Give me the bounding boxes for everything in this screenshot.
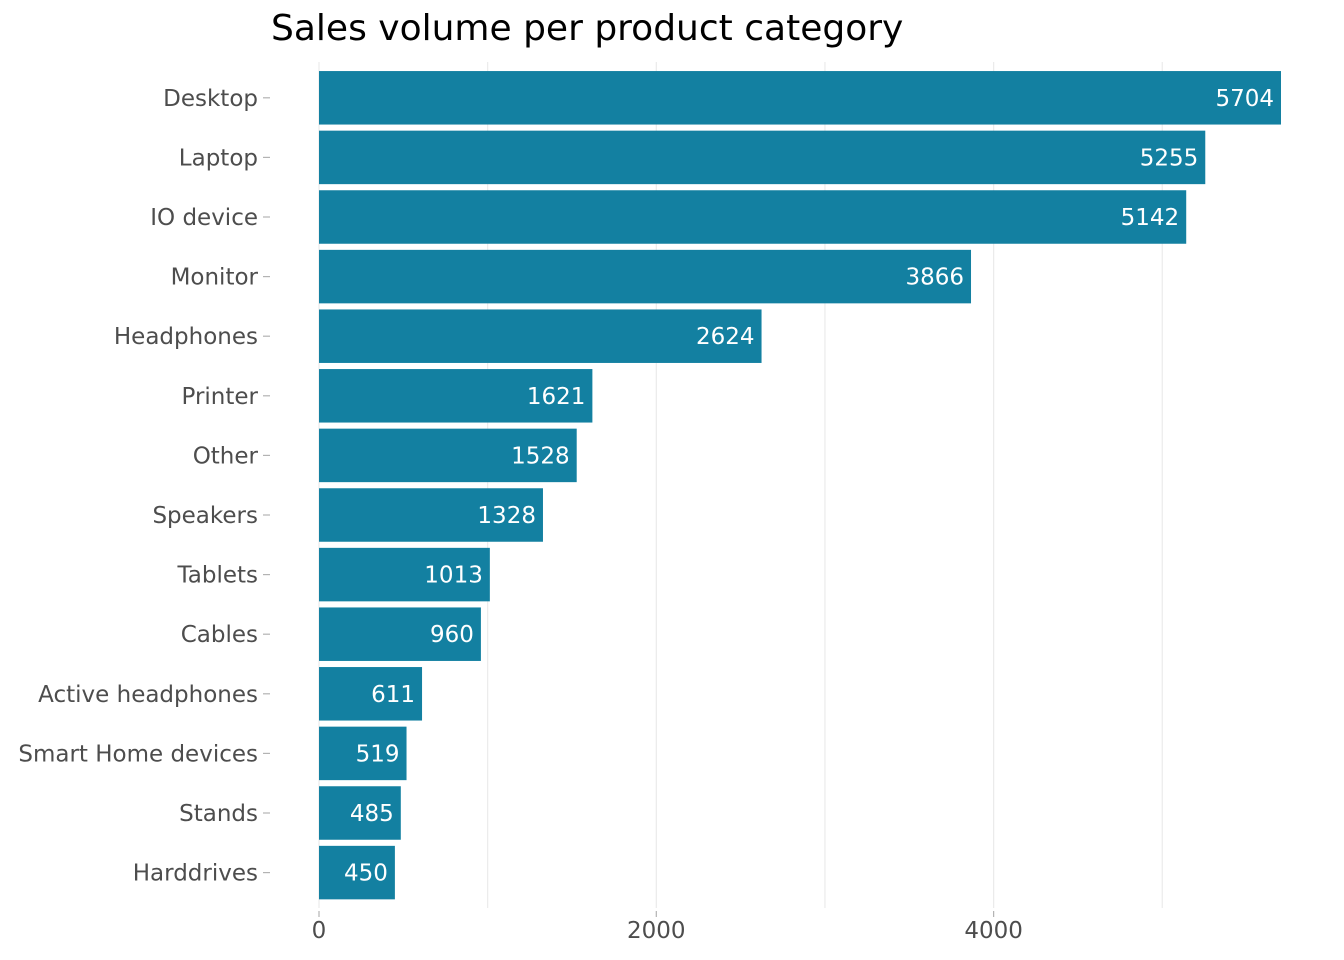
value-tick-label: 4000 bbox=[964, 918, 1023, 944]
category-label: Desktop bbox=[163, 86, 258, 112]
bar-value-label: 611 bbox=[371, 682, 415, 708]
bar bbox=[319, 786, 401, 840]
bars: 5704 5255 5142 3866 2624 1621 1528 1328 1013 960 6… bbox=[319, 71, 1281, 900]
bar bbox=[319, 845, 395, 900]
category-label: Stands bbox=[179, 801, 258, 827]
bar bbox=[319, 190, 1187, 244]
bar-value-label: 485 bbox=[350, 801, 394, 827]
bar bbox=[319, 130, 1206, 185]
category-label: Harddrives bbox=[133, 861, 258, 887]
bar-value-label: 519 bbox=[356, 741, 400, 767]
category-label: Headphones bbox=[114, 324, 258, 350]
category-label: Monitor bbox=[171, 265, 259, 291]
bar-value-label: 1621 bbox=[527, 384, 586, 410]
bar-value-label: 1528 bbox=[511, 443, 570, 469]
category-label: Cables bbox=[181, 622, 258, 648]
grid-lines bbox=[318, 62, 1163, 908]
category-label: Speakers bbox=[152, 503, 258, 529]
bar-value-label: 1328 bbox=[477, 503, 536, 529]
category-label: Active headphones bbox=[38, 682, 258, 708]
bar bbox=[319, 369, 593, 423]
category-label: IO device bbox=[150, 205, 258, 231]
bar bbox=[319, 547, 490, 602]
category-axis: Desktop Laptop IO device Monitor Headphones P… bbox=[18, 86, 270, 887]
chart-title: Sales volume per product category bbox=[271, 8, 904, 49]
bar bbox=[319, 607, 481, 661]
bar bbox=[319, 726, 407, 781]
bar-value-label: 450 bbox=[344, 861, 388, 887]
category-label: Printer bbox=[181, 384, 258, 410]
bar-value-label: 1013 bbox=[424, 563, 483, 589]
category-label: Smart Home devices bbox=[18, 741, 258, 767]
bar bbox=[319, 428, 577, 483]
bar-value-label: 3866 bbox=[905, 265, 964, 291]
bar-value-label: 2624 bbox=[696, 324, 755, 350]
category-label: Laptop bbox=[179, 145, 258, 171]
bar-value-label: 5255 bbox=[1140, 145, 1199, 171]
value-axis: 0 2000 4000 bbox=[312, 911, 1023, 944]
value-tick-label: 0 bbox=[312, 918, 327, 944]
category-label: Tablets bbox=[177, 563, 258, 589]
category-label: Other bbox=[193, 443, 259, 469]
bar-value-label: 5142 bbox=[1121, 205, 1180, 231]
bar-value-label: 5704 bbox=[1215, 86, 1274, 112]
value-tick-label: 2000 bbox=[627, 918, 686, 944]
bar bbox=[319, 667, 423, 721]
bar bbox=[319, 488, 543, 542]
bar bbox=[319, 309, 762, 363]
bar bbox=[319, 249, 972, 304]
bar bbox=[319, 71, 1281, 125]
bar-value-label: 960 bbox=[430, 622, 474, 648]
